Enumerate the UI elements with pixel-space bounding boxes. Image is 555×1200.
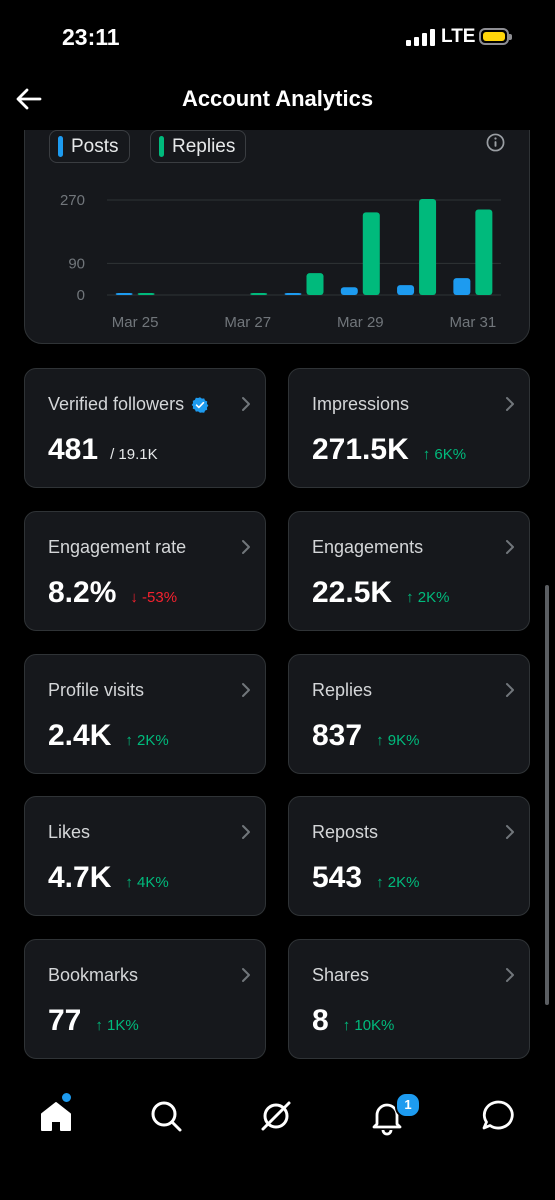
stat-card-shares[interactable]: Shares 8 ↑ 10K% — [288, 939, 530, 1059]
status-bar: 23:11 LTE — [0, 0, 555, 70]
chevron-right-icon — [506, 825, 514, 839]
chevron-right-icon — [242, 968, 250, 982]
chevron-right-icon — [506, 540, 514, 554]
verified-badge-icon — [191, 396, 209, 413]
info-icon[interactable] — [486, 133, 505, 152]
stat-delta: ↑ 4K% — [125, 874, 169, 891]
stat-card-reposts[interactable]: Reposts 543 ↑ 2K% — [288, 796, 530, 916]
back-arrow-icon[interactable] — [14, 84, 44, 114]
stat-delta: ↓ -53% — [130, 589, 178, 606]
stat-delta: ↑ 2K% — [376, 874, 420, 891]
stat-delta: ↑ 2K% — [125, 732, 169, 749]
scrollbar[interactable] — [545, 585, 549, 1005]
legend-replies-swatch — [159, 136, 164, 157]
legend-posts-label: Posts — [71, 135, 119, 157]
stat-card-engagements[interactable]: Engagements 22.5K ↑ 2K% — [288, 511, 530, 631]
bar-replies-mar-25 — [137, 293, 155, 295]
stat-card-likes[interactable]: Likes 4.7K ↑ 4K% — [24, 796, 266, 916]
chevron-right-icon — [242, 683, 250, 697]
stat-card-verified-followers[interactable]: Verified followers 481 / 19.1K — [24, 368, 266, 488]
stat-card-bookmarks[interactable]: Bookmarks 77 ↑ 1K% — [24, 939, 266, 1059]
stat-label: Reposts — [312, 822, 379, 842]
y-tick-label: 270 — [60, 192, 85, 209]
chevron-right-icon — [506, 683, 514, 697]
stat-label: Verified followers — [48, 394, 209, 415]
grok-icon[interactable] — [256, 1096, 296, 1136]
legend-replies-label: Replies — [172, 135, 236, 157]
bar-posts-mar-28 — [284, 293, 302, 295]
bar-posts-mar-30 — [397, 285, 415, 295]
activity-chart: 270 90 0 Mar 25 Mar 27 Mar 29 Mar 31 — [60, 192, 501, 331]
stat-value: 837 — [312, 719, 363, 752]
stat-value: 77 — [48, 1004, 82, 1037]
stat-label: Replies — [312, 680, 373, 700]
chevron-right-icon — [242, 825, 250, 839]
stat-delta: ↑ 9K% — [376, 732, 420, 749]
stat-value: 543 — [312, 861, 363, 894]
stat-label: Impressions — [312, 394, 410, 414]
stat-card-profile-visits[interactable]: Profile visits 2.4K ↑ 2K% — [24, 654, 266, 774]
app-header: Account Analytics — [0, 70, 555, 130]
bar-replies-mar-29 — [362, 212, 380, 295]
stat-delta: ↑ 6K% — [422, 446, 467, 463]
bottom-nav: 1 — [0, 1078, 555, 1200]
search-icon[interactable] — [146, 1096, 186, 1136]
stat-label: Engagements — [312, 537, 424, 557]
stat-value: 4.7K — [48, 861, 112, 894]
page-title: Account Analytics — [181, 86, 374, 111]
legend-replies-toggle[interactable]: Replies — [150, 130, 247, 163]
y-tick-label: 90 — [68, 255, 85, 272]
stat-label: Profile visits — [48, 680, 145, 700]
home-unread-dot — [60, 1091, 73, 1104]
legend-posts-swatch — [58, 136, 63, 157]
messages-icon[interactable] — [478, 1096, 518, 1136]
stat-total: / 19.1K — [110, 446, 158, 463]
stat-delta: ↑ 2K% — [406, 589, 450, 606]
stat-value: 481 — [48, 433, 99, 466]
battery-icon — [479, 28, 512, 45]
bar-replies-mar-31 — [475, 209, 493, 295]
bar-posts-mar-31 — [453, 278, 471, 295]
stat-label: Likes — [48, 822, 91, 842]
stat-label: Bookmarks — [48, 965, 139, 985]
x-tick-label: Mar 31 — [450, 314, 497, 331]
bar-posts-mar-25 — [115, 293, 133, 295]
notification-badge: 1 — [395, 1092, 421, 1118]
chevron-right-icon — [506, 968, 514, 982]
stat-label: Engagement rate — [48, 537, 187, 557]
stat-value: 2.4K — [48, 719, 112, 752]
notifications-icon[interactable] — [367, 1096, 407, 1136]
stat-card-replies[interactable]: Replies 837 ↑ 9K% — [288, 654, 530, 774]
stat-delta: ↑ 10K% — [342, 1017, 395, 1034]
stat-value: 22.5K — [312, 576, 393, 609]
chevron-right-icon — [242, 540, 250, 554]
signal-icon — [406, 29, 436, 46]
bar-posts-mar-29 — [340, 287, 358, 295]
bar-replies-mar-28 — [306, 273, 324, 295]
stat-value: 8 — [312, 1004, 329, 1037]
activity-chart-card: 270 90 0 Mar 25 Mar 27 Mar 29 Mar 31 Posts Rep… — [24, 100, 530, 344]
x-tick-label: Mar 27 — [224, 314, 271, 331]
stat-delta: ↑ 1K% — [95, 1017, 139, 1034]
legend-posts-toggle[interactable]: Posts — [49, 130, 130, 163]
stat-label: Shares — [312, 965, 370, 985]
chevron-right-icon — [242, 397, 250, 411]
status-time: 23:11 — [62, 24, 120, 50]
x-tick-label: Mar 25 — [112, 314, 159, 331]
stat-card-impressions[interactable]: Impressions 271.5K ↑ 6K% — [288, 368, 530, 488]
bar-replies-mar-27 — [250, 293, 268, 295]
x-tick-label: Mar 29 — [337, 314, 384, 331]
y-tick-label: 0 — [77, 287, 85, 304]
network-label: LTE — [441, 26, 476, 47]
stat-value: 271.5K — [312, 433, 409, 466]
bar-replies-mar-30 — [419, 198, 437, 295]
home-icon[interactable] — [36, 1096, 76, 1136]
chevron-right-icon — [506, 397, 514, 411]
stat-card-engagement-rate[interactable]: Engagement rate 8.2% ↓ -53% — [24, 511, 266, 631]
stat-label-text: Verified followers — [48, 394, 185, 414]
stat-value: 8.2% — [48, 576, 117, 609]
